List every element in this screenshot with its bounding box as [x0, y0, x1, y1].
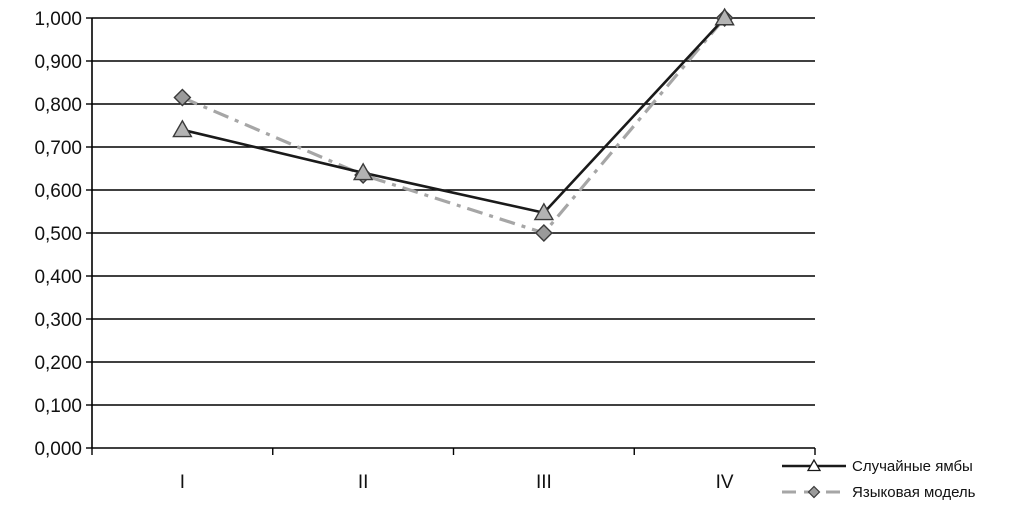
series-0-point: [352, 162, 374, 181]
y-tick-label: 0,500: [34, 224, 82, 245]
x-tick-labels: I II III IV: [180, 472, 734, 493]
series-line-1: [181, 16, 726, 235]
legend-diamond-marker: [807, 485, 821, 499]
legend-label: Языковая модель: [852, 484, 976, 501]
legend-triangle-marker: [806, 458, 822, 472]
y-tick-label: 0,800: [34, 95, 82, 116]
x-tick-label: III: [536, 472, 552, 493]
y-tick-label: 0,300: [34, 310, 82, 331]
y-tick-label: 0,700: [34, 138, 82, 159]
series-0-point: [533, 202, 555, 221]
series-0-point: [172, 119, 193, 138]
y-tick-label: 0,200: [34, 353, 82, 374]
x-tick-label: II: [358, 472, 369, 493]
legend-label: Случайные ямбы: [852, 458, 973, 475]
x-tick-label: IV: [716, 472, 734, 493]
x-tick-label: I: [180, 472, 185, 493]
y-tick-label: 0,400: [34, 267, 82, 288]
series-lines: [181, 16, 726, 235]
series-1-point: [534, 224, 553, 242]
axes: [86, 17, 816, 455]
y-tick-label: 0,000: [34, 439, 82, 460]
gridlines: [92, 17, 815, 406]
y-tick-label: 0,900: [34, 52, 82, 73]
series-1-point: [173, 88, 192, 107]
legend: Случайные ямбы Языковая модель: [782, 458, 976, 501]
series-0-point: [714, 7, 735, 26]
series-line-0: [182, 17, 726, 215]
y-tick-label: 0,600: [34, 181, 82, 202]
y-tick-label: 0,100: [34, 396, 82, 417]
y-tick-labels: 0,000 0,100 0,200 0,300 0,400 0,500 0,600 0,700…: [34, 9, 82, 460]
series-markers: [172, 7, 735, 242]
y-tick-label: 1,000: [34, 9, 82, 30]
